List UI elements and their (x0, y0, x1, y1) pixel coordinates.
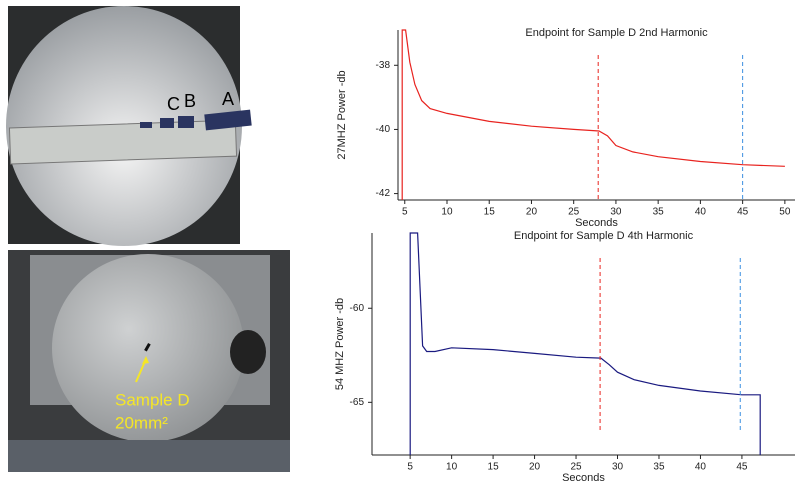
x-tick-label: 20 (529, 462, 541, 473)
chart-title: Endpoint for Sample D 2nd Harmonic (525, 27, 708, 39)
sample-letter: A (222, 89, 234, 109)
x-tick-label: 15 (484, 207, 496, 218)
x-tick-label: 45 (736, 462, 748, 473)
x-tick-label: 35 (653, 462, 665, 473)
y-tick-label: -38 (376, 60, 391, 71)
chart-title: Endpoint for Sample D 4th Harmonic (514, 230, 694, 242)
y-tick-label: -65 (350, 397, 365, 408)
x-tick-label: 10 (446, 462, 458, 473)
x-tick-label: 35 (653, 207, 665, 218)
x-tick-label: 20 (526, 207, 538, 218)
y-axis-label: 27MHZ Power -db (336, 70, 348, 159)
x-tick-label: 5 (407, 462, 413, 473)
x-tick-label: 40 (695, 207, 707, 218)
y-tick-label: -42 (376, 188, 391, 199)
photo-wafer (6, 6, 252, 246)
x-axis-label: Seconds (575, 217, 618, 229)
y-axis-label: 54 MHZ Power -db (334, 298, 346, 390)
sample-letter: C (167, 94, 180, 114)
x-tick-label: 5 (402, 207, 408, 218)
sample-label: Sample D (115, 390, 190, 409)
data-line (410, 233, 760, 455)
x-axis-label: Seconds (562, 472, 605, 484)
data-line (402, 30, 785, 200)
photo-chamber (8, 250, 290, 472)
slide: C B A Sample D 20mm² 5101520253035404550… (0, 0, 812, 488)
y-tick-label: -60 (350, 303, 365, 314)
x-tick-label: 40 (695, 462, 707, 473)
x-tick-label: 10 (441, 207, 453, 218)
x-tick-label: 45 (737, 207, 749, 218)
x-tick-label: 30 (612, 462, 624, 473)
area-label: 20mm² (115, 413, 168, 432)
y-tick-label: -40 (376, 124, 391, 135)
x-tick-label: 15 (488, 462, 500, 473)
x-tick-label: 50 (779, 207, 791, 218)
sample-letter: B (184, 91, 196, 111)
